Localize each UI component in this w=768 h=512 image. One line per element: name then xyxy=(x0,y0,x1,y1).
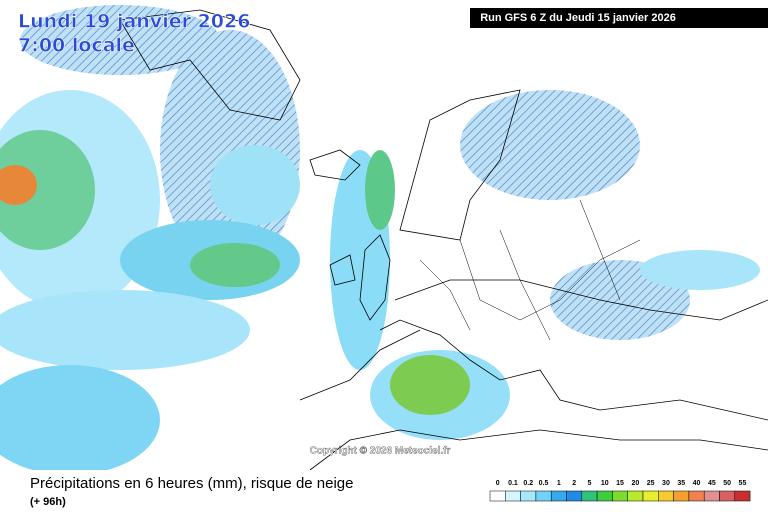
legend-swatch xyxy=(703,490,720,502)
legend-swatch xyxy=(612,490,628,502)
precipitation-field xyxy=(0,5,760,475)
legend-swatch xyxy=(550,490,567,502)
run-box xyxy=(470,8,768,28)
legend-label: 50 xyxy=(723,480,731,487)
legend-swatch xyxy=(673,490,690,502)
legend-label: 45 xyxy=(708,480,716,487)
footer-title: Précipitations en 6 heures (mm), risque … xyxy=(30,475,354,492)
legend-label: 0.2 xyxy=(523,480,533,487)
legend-label: 40 xyxy=(693,480,701,487)
legend-label: 15 xyxy=(616,480,624,487)
legend-swatch xyxy=(489,490,506,502)
legend-label: 25 xyxy=(647,480,655,487)
legend-swatch xyxy=(658,490,674,502)
coastlines xyxy=(119,9,768,471)
legend-swatch xyxy=(642,490,659,502)
legend-swatch xyxy=(596,490,613,502)
legend-swatch xyxy=(581,490,598,502)
legend-swatch xyxy=(566,490,583,502)
legend-label: 30 xyxy=(662,480,670,487)
run-info: Run GFS 6 Z du Jeudi 15 janvier 2026 xyxy=(480,12,676,24)
forecast-date: Lundi 19 janvier 2026 xyxy=(18,11,250,33)
legend-label: 2 xyxy=(572,480,576,487)
legend-label: 35 xyxy=(677,480,685,487)
copyright: Copyright © 2026 Meteociel.fr xyxy=(310,446,451,457)
legend-swatch xyxy=(505,490,521,502)
legend-label: 0 xyxy=(496,480,500,487)
legend-label: 5 xyxy=(587,480,591,487)
forecast-time: 7:00 locale xyxy=(18,35,135,57)
legend-swatch xyxy=(627,490,644,502)
legend: 0 0.1 0.2 0.5 1 2 5 10 15 20 25 30 35 40 45 50 55 xyxy=(489,480,751,502)
legend-swatch xyxy=(520,490,537,502)
legend-label: 20 xyxy=(631,480,639,487)
legend-label: 1 xyxy=(557,480,561,487)
borders xyxy=(419,199,641,341)
legend-label: 0.1 xyxy=(508,480,518,487)
legend-swatch xyxy=(734,490,751,502)
legend-swatch xyxy=(688,490,705,502)
footer-lead: (+ 96h) xyxy=(30,496,66,508)
legend-swatch xyxy=(535,490,552,502)
legend-swatch xyxy=(719,490,736,502)
legend-label: 10 xyxy=(601,480,609,487)
legend-label: 0.5 xyxy=(539,480,549,487)
legend-label: 55 xyxy=(739,480,747,487)
